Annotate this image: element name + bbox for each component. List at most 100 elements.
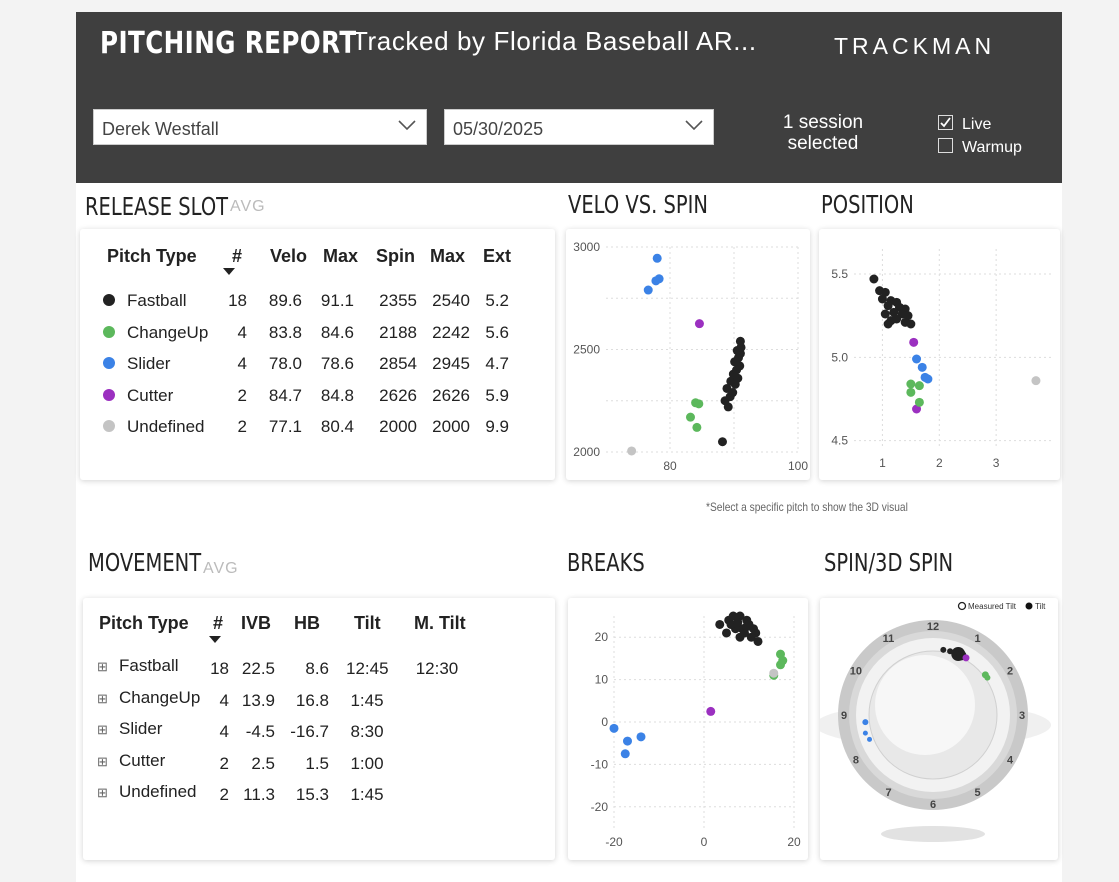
- data-point-fastball[interactable]: [883, 319, 893, 329]
- cell-spin_max: 2242: [432, 322, 470, 342]
- cell-count: 2: [219, 753, 229, 773]
- data-point-slider[interactable]: [652, 253, 662, 263]
- column-header: M. Tilt: [414, 613, 466, 633]
- data-point-fastball[interactable]: [753, 636, 763, 646]
- data-point-changeup[interactable]: [906, 387, 916, 397]
- data-point-fastball[interactable]: [877, 294, 887, 304]
- cell-tilt: 8:30: [350, 722, 384, 741]
- data-point-changeup[interactable]: [914, 397, 924, 407]
- data-point-fastball[interactable]: [735, 632, 745, 642]
- column-header: IVB: [241, 613, 272, 633]
- tilt-dot-slider[interactable]: [862, 730, 868, 736]
- data-point-slider[interactable]: [636, 732, 646, 742]
- tilt-dot-slider[interactable]: [862, 719, 869, 726]
- tilt-dot-cutter[interactable]: [962, 654, 970, 662]
- data-point-changeup[interactable]: [692, 422, 702, 432]
- cell-count: 18: [228, 291, 247, 310]
- position-chart: 1 2 3 5.5 5.0 4.5: [831, 249, 1053, 470]
- data-point-slider[interactable]: [912, 354, 922, 364]
- data-point-fastball[interactable]: [869, 274, 879, 284]
- x-tick-label: -20: [605, 835, 623, 849]
- tilt-dot-slider[interactable]: [867, 736, 873, 742]
- data-point-cutter[interactable]: [706, 706, 716, 716]
- data-point-fastball[interactable]: [728, 611, 738, 621]
- y-tick-label: 5.0: [831, 350, 848, 364]
- expand-row-icon[interactable]: ⊞: [97, 753, 108, 769]
- cell-count: 4: [237, 354, 247, 374]
- data-point-fastball[interactable]: [751, 628, 761, 638]
- data-point-slider[interactable]: [651, 276, 661, 286]
- data-point-slider[interactable]: [643, 285, 653, 295]
- cell-max: 78.6: [320, 354, 354, 374]
- date-select[interactable]: 05/30/2025: [444, 109, 714, 145]
- velo-spin-title: VELO VS. SPIN: [568, 190, 708, 219]
- data-point-slider[interactable]: [923, 374, 933, 384]
- clock-number: 3: [1019, 710, 1025, 722]
- tilt-dot-fastball[interactable]: [940, 646, 947, 653]
- cell-ivb: 13.9: [241, 690, 275, 710]
- data-point-cutter[interactable]: [694, 319, 704, 329]
- sort-desc-icon[interactable]: [223, 268, 235, 276]
- cell-velo: 84.7: [268, 385, 302, 405]
- data-point-undefined[interactable]: [1031, 376, 1041, 386]
- data-point-fastball[interactable]: [735, 336, 745, 346]
- data-point-undefined[interactable]: [627, 446, 637, 456]
- data-point-slider[interactable]: [917, 362, 927, 372]
- checkbox-checked-icon: [938, 115, 953, 130]
- data-point-fastball[interactable]: [726, 619, 736, 629]
- cell-spin: 2854: [379, 354, 417, 374]
- cell-count: 4: [219, 690, 229, 710]
- pitcher-select[interactable]: Derek Westfall: [93, 109, 427, 145]
- data-point-slider[interactable]: [620, 749, 630, 759]
- data-point-changeup[interactable]: [776, 660, 785, 670]
- position-title: POSITION: [821, 190, 914, 219]
- data-point-fastball[interactable]: [722, 383, 732, 393]
- live-checkbox[interactable]: Live: [938, 115, 991, 134]
- cell-hb: 8.6: [305, 659, 329, 678]
- data-point-fastball[interactable]: [733, 617, 743, 627]
- data-point-slider[interactable]: [609, 723, 619, 733]
- x-tick-label: 3: [993, 456, 1000, 470]
- data-point-changeup[interactable]: [685, 412, 695, 422]
- expand-row-icon[interactable]: ⊞: [97, 722, 108, 737]
- cell-max: 84.6: [320, 322, 354, 342]
- data-point-fastball[interactable]: [742, 622, 752, 632]
- data-point-changeup[interactable]: [914, 381, 924, 391]
- tilt-dot-changeup[interactable]: [984, 674, 991, 681]
- cell-spin_max: 2540: [432, 291, 470, 310]
- data-point-undefined[interactable]: [769, 668, 779, 678]
- session-count-value: 1 session: [782, 112, 864, 133]
- cell-tilt: 1:45: [350, 690, 384, 710]
- sort-desc-icon[interactable]: [209, 636, 221, 644]
- cell-velo: 89.6: [268, 291, 302, 310]
- tilt-legend-icon: [1025, 602, 1033, 610]
- pitch-type-label: ChangeUp: [119, 687, 201, 707]
- cell-spin_max: 2000: [432, 417, 470, 437]
- data-point-fastball[interactable]: [722, 628, 731, 638]
- data-point-changeup[interactable]: [906, 379, 916, 389]
- column-header: HB: [294, 613, 320, 633]
- data-point-fastball[interactable]: [883, 301, 893, 311]
- data-point-changeup[interactable]: [694, 399, 704, 409]
- data-point-cutter[interactable]: [909, 337, 919, 347]
- expand-row-icon[interactable]: ⊞: [97, 690, 108, 706]
- cell-velo: 78.0: [268, 354, 302, 374]
- y-tick-label: 20: [595, 630, 609, 644]
- cell-hb: 15.3: [295, 785, 329, 804]
- data-point-slider[interactable]: [623, 736, 632, 746]
- expand-row-icon[interactable]: ⊞: [97, 785, 108, 800]
- warmup-checkbox[interactable]: Warmup: [938, 138, 1022, 157]
- checkbox-unchecked-icon: [938, 138, 953, 153]
- data-point-fastball[interactable]: [880, 309, 890, 319]
- clock-number: 2: [1007, 666, 1013, 678]
- expand-row-icon[interactable]: ⊞: [97, 659, 108, 674]
- data-point-fastball[interactable]: [726, 376, 736, 386]
- clock-number: 12: [927, 621, 939, 633]
- data-point-fastball[interactable]: [715, 619, 725, 629]
- data-point-fastball[interactable]: [906, 319, 916, 329]
- x-tick-label: 100: [788, 459, 808, 473]
- cell-max: 91.1: [320, 291, 354, 310]
- velo-spin-chart-card: 80 100 3000 2500 2000: [566, 229, 810, 480]
- data-point-fastball[interactable]: [717, 437, 727, 447]
